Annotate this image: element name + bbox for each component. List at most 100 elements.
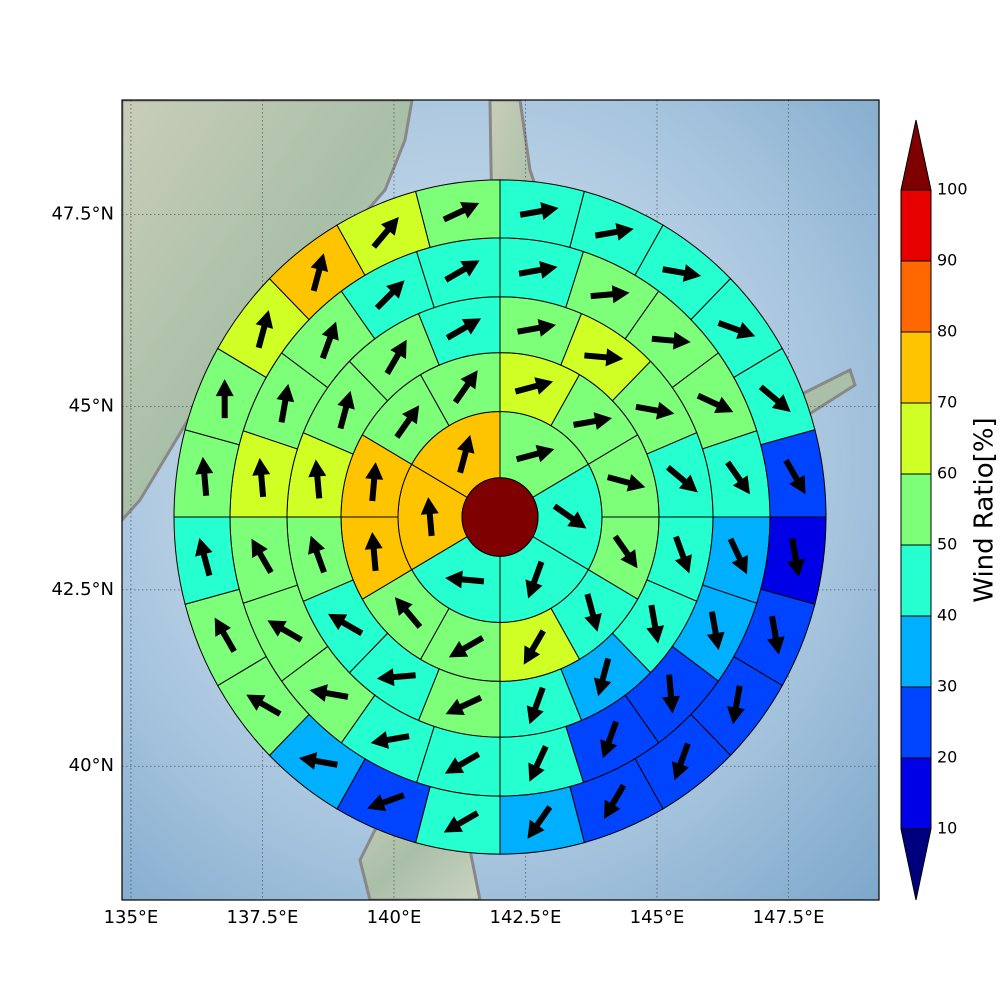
- wind-arrow: [310, 253, 329, 292]
- colorbar-tick-label: 80: [937, 322, 957, 341]
- wind-arrow: [517, 318, 556, 337]
- colorbar-segment: [901, 332, 931, 403]
- wind-arrow: [364, 532, 383, 572]
- cell: [415, 786, 501, 855]
- wind-arrow: [584, 593, 602, 632]
- wind-arrow: [552, 503, 587, 529]
- colorbar-segment: [901, 758, 931, 829]
- wind-arrow: [528, 745, 549, 782]
- colorbar-segment: [901, 261, 931, 332]
- wind-arrow: [673, 535, 692, 574]
- x-tick-label: 145°E: [630, 907, 685, 928]
- colorbar-tick-label: 60: [937, 464, 957, 483]
- wind-arrow: [606, 474, 646, 492]
- wind-arrow: [371, 217, 399, 249]
- wind-arrow: [276, 383, 295, 423]
- colorbar-extend-low: [901, 829, 931, 900]
- wind-arrow: [444, 751, 481, 774]
- center-disc: [461, 477, 539, 557]
- wind-arrow: [573, 412, 612, 430]
- wind-arrow: [195, 456, 214, 496]
- wind-arrow: [337, 390, 355, 430]
- wind-arrow: [758, 384, 791, 412]
- wind-arrow: [308, 535, 327, 574]
- wind-arrow: [215, 379, 234, 419]
- wind-arrow: [457, 434, 475, 474]
- basemap: [122, 100, 879, 900]
- wind-arrow: [594, 222, 634, 241]
- wind-arrow: [593, 657, 612, 697]
- wind-arrow: [525, 560, 545, 599]
- wind-arrow: [514, 377, 554, 395]
- wind-arrow: [376, 668, 416, 687]
- wind-arrow: [787, 537, 805, 577]
- plot-frame: [121, 99, 880, 901]
- colorbar-tick-label: 40: [937, 606, 957, 625]
- wind-arrow: [600, 720, 619, 759]
- x-tick-label: 142.5°E: [490, 907, 562, 928]
- wind-arrow: [662, 674, 680, 714]
- wind-arrow: [420, 497, 439, 537]
- wind-arrow: [384, 339, 407, 376]
- wind-arrow: [394, 597, 423, 629]
- wind-arrow: [319, 321, 339, 360]
- wind-arrow: [309, 684, 349, 702]
- wind-arrow: [651, 331, 691, 350]
- wind-arrow: [766, 615, 785, 655]
- wind-arrow: [394, 405, 420, 439]
- wind-arrow: [526, 686, 546, 725]
- axis-ticks: 135°E 137.5°E 140°E 142.5°E 145°E 147.5°E 40°N…: [51, 204, 824, 928]
- colorbar-tick-label: 50: [937, 535, 957, 554]
- wind-arrow: [448, 635, 485, 658]
- wind-arrow: [783, 458, 806, 495]
- colorbar-segment: [901, 474, 931, 545]
- wind-arrow: [267, 620, 303, 643]
- colorbar-segment: [901, 616, 931, 687]
- wind-arrow: [445, 694, 483, 716]
- wind-arrow: [374, 280, 405, 311]
- x-tick-label: 135°E: [104, 907, 159, 928]
- colorbar-tick-label: 10: [937, 819, 957, 838]
- wind-arrow: [214, 617, 237, 653]
- wind-arrow: [298, 752, 338, 770]
- colorbar-tick-label: 100: [937, 180, 968, 199]
- wind-arrow: [717, 320, 756, 339]
- wind-arrow: [365, 462, 384, 502]
- wind-arrow: [635, 401, 675, 420]
- wind-arrow: [370, 731, 410, 749]
- x-tick-label: 137.5°E: [227, 907, 299, 928]
- colorbar-segment: [901, 687, 931, 758]
- wind-arrow: [308, 459, 327, 499]
- wind-arrow: [443, 810, 480, 833]
- wind-arrow: [665, 464, 698, 493]
- wind-arrow: [671, 742, 691, 781]
- wind-arrow: [251, 538, 274, 575]
- colorbar: 10 20 30 40 50 60 70 80 90 100: [900, 119, 968, 901]
- wind-arrow: [452, 370, 478, 404]
- wind-arrow: [696, 392, 734, 414]
- colorbar-tick-label: 70: [937, 393, 957, 412]
- wind-arrows: [195, 202, 806, 839]
- wind-arrow: [445, 318, 482, 341]
- wind-arrow: [727, 537, 748, 575]
- x-tick-label: 147.5°E: [753, 907, 825, 928]
- wind-arrow: [519, 202, 559, 220]
- y-tick-label: 45°N: [69, 395, 114, 416]
- colorbar-segment: [901, 190, 931, 261]
- wind-arrow: [590, 285, 630, 304]
- y-tick-label: 42.5°N: [51, 579, 114, 600]
- wind-arrow: [727, 685, 745, 725]
- wind-arrow: [444, 260, 480, 283]
- x-tick-label: 140°E: [367, 907, 422, 928]
- colorbar-tick-label: 90: [937, 251, 957, 270]
- wind-arrow: [527, 805, 553, 839]
- wind-arrow: [518, 260, 558, 279]
- wind-arrow: [646, 604, 665, 644]
- wind-arrow: [725, 460, 750, 495]
- wind-arrow: [442, 202, 480, 223]
- wind-arrow: [195, 537, 213, 577]
- y-tick-label: 40°N: [69, 755, 114, 776]
- wind-arrow: [604, 783, 627, 819]
- wind-arrow: [252, 458, 271, 498]
